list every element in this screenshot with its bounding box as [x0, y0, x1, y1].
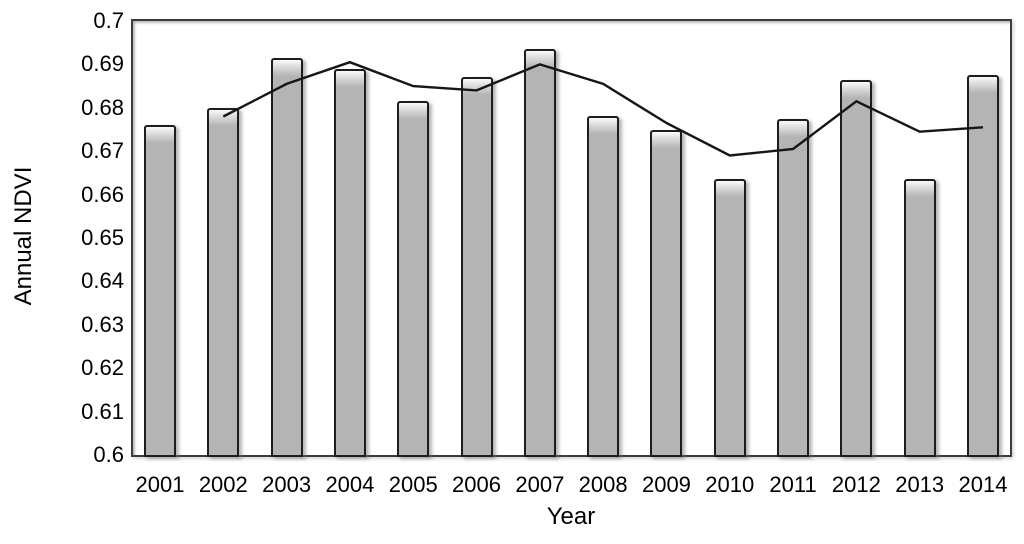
y-tick-label-0.66: 0.66	[81, 181, 124, 207]
bar-2003	[270, 57, 303, 457]
x-tick-label-2012: 2012	[831, 472, 881, 497]
bar-2004	[333, 68, 366, 457]
y-tick-label-0.67: 0.67	[81, 138, 124, 164]
bar-2001	[144, 125, 176, 457]
bar-2008	[587, 116, 620, 457]
x-tick-label-2004: 2004	[325, 472, 375, 497]
bar-2010	[713, 179, 746, 457]
x-tick-label-2001: 2001	[135, 472, 185, 497]
y-tick-label-0.65: 0.65	[81, 225, 124, 250]
x-tick-label-2007: 2007	[515, 472, 565, 497]
y-tick-label-0.64: 0.64	[81, 268, 124, 294]
y-tick-label-0.7: 0.7	[93, 8, 124, 33]
bar-2002	[207, 107, 240, 457]
y-tick-label-0.62: 0.62	[81, 355, 124, 381]
bar-2006	[460, 77, 493, 457]
x-tick-label-2005: 2005	[388, 472, 438, 497]
bar-2011	[777, 118, 810, 457]
x-axis-title: Year	[546, 503, 596, 530]
bar-2005	[397, 101, 430, 457]
x-tick-label-2002: 2002	[198, 472, 248, 497]
x-tick-label-2011: 2011	[769, 472, 817, 497]
y-tick-label-0.6: 0.6	[93, 442, 124, 467]
x-tick-label-2009: 2009	[641, 472, 691, 497]
y-tick-label-0.63: 0.63	[81, 311, 124, 337]
bar-2012	[840, 79, 873, 457]
bar-2009	[650, 129, 683, 457]
bar-2007	[523, 49, 556, 457]
x-tick-label-2006: 2006	[452, 472, 501, 497]
bar-2013	[903, 179, 936, 457]
x-tick-label-2014: 2014	[958, 472, 1008, 497]
y-tick-label-0.69: 0.69	[81, 51, 124, 77]
y-tick-label-0.68: 0.68	[81, 94, 124, 120]
plot-area	[131, 19, 1012, 457]
bar-2014	[967, 75, 999, 457]
x-tick-label-2010: 2010	[705, 472, 755, 497]
x-tick-label-2003: 2003	[262, 472, 312, 497]
x-tick-label-2013: 2013	[895, 472, 945, 497]
x-tick-label-2008: 2008	[578, 472, 628, 497]
y-tick-label-0.61: 0.61	[81, 398, 124, 424]
